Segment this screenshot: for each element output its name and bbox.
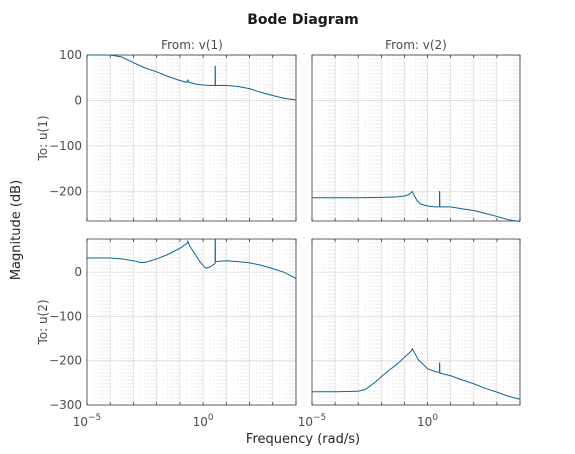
y-tick-label: 0 bbox=[74, 265, 82, 279]
column-label-from-v2: From: v(2) bbox=[385, 38, 447, 52]
x-axis-label: Frequency (rad/s) bbox=[246, 432, 360, 447]
y-tick-label: −100 bbox=[49, 139, 82, 153]
panel-frame bbox=[311, 238, 521, 406]
panel-frame bbox=[86, 54, 297, 222]
y-axis-label: Magnitude (dB) bbox=[9, 180, 24, 280]
panel-r0-c0: 100 0 −100 −200 bbox=[49, 48, 297, 222]
column-label-from-v1: From: v(1) bbox=[161, 38, 223, 52]
y-tick-label: −300 bbox=[49, 398, 82, 412]
row-label-to-u2: To: u(2) bbox=[36, 299, 50, 345]
panel-r0-c1 bbox=[311, 54, 521, 222]
x-tick-label: 100 bbox=[193, 413, 214, 429]
panel-r1-c1: 10−5 100 bbox=[298, 238, 521, 429]
x-tick-label: 10−5 bbox=[73, 413, 102, 429]
row-label-to-u1: To: u(1) bbox=[36, 115, 50, 161]
y-tick-label: 0 bbox=[74, 93, 82, 107]
x-tick-label: 10−5 bbox=[298, 413, 327, 429]
y-tick-label: 100 bbox=[59, 48, 82, 62]
panel-frame bbox=[311, 54, 521, 222]
x-tick-label: 100 bbox=[417, 413, 438, 429]
y-tick-label: −200 bbox=[49, 184, 82, 198]
magnitude-trace bbox=[87, 54, 297, 101]
y-tick-label: −100 bbox=[49, 309, 82, 323]
chart-title: Bode Diagram bbox=[247, 12, 359, 28]
magnitude-trace bbox=[312, 347, 521, 400]
panel-frame bbox=[86, 238, 297, 406]
magnitude-trace bbox=[87, 238, 297, 279]
y-tick-label: −200 bbox=[49, 354, 82, 368]
magnitude-trace bbox=[312, 190, 521, 222]
